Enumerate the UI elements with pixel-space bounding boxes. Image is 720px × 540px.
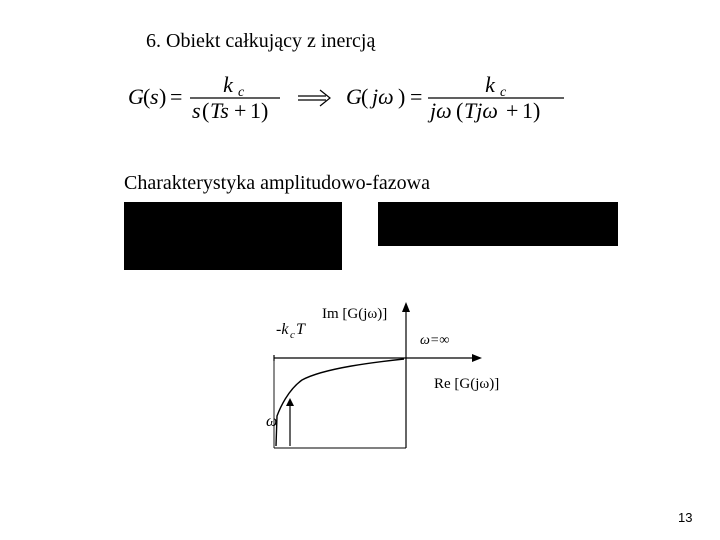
svg-text:jω: jω bbox=[369, 84, 394, 109]
section-title: 6. Obiekt całkujący z inercją bbox=[146, 30, 375, 53]
svg-text:): ) bbox=[398, 84, 405, 109]
svg-text:k: k bbox=[223, 72, 234, 97]
svg-text:1): 1) bbox=[522, 98, 540, 123]
svg-text:+: + bbox=[506, 98, 518, 123]
svg-text:=: = bbox=[410, 84, 422, 109]
svg-text:T: T bbox=[296, 321, 306, 338]
svg-text:+: + bbox=[234, 98, 246, 123]
svg-text:(: ( bbox=[202, 98, 209, 123]
subsection-title: Charakterystyka amplitudowo-fazowa bbox=[124, 172, 430, 195]
svg-text:G: G bbox=[346, 84, 362, 109]
redaction-box-1 bbox=[124, 202, 342, 270]
svg-text:ω=∞: ω=∞ bbox=[420, 333, 449, 348]
svg-text:(: ( bbox=[361, 84, 368, 109]
svg-text:s: s bbox=[192, 98, 201, 123]
svg-text:k: k bbox=[485, 72, 496, 97]
svg-text:-k: -k bbox=[276, 321, 289, 338]
svg-text:1): 1) bbox=[250, 98, 268, 123]
svg-text:): ) bbox=[159, 84, 166, 109]
svg-text:jω: jω bbox=[427, 98, 452, 123]
nyquist-chart: Im [G(jω)] Re [G(jω)] -kcTω=∞ ω bbox=[250, 294, 520, 474]
svg-text:Ts: Ts bbox=[210, 98, 229, 123]
page-number: 13 bbox=[678, 510, 692, 525]
svg-text:(: ( bbox=[456, 98, 463, 123]
svg-text:ω: ω bbox=[266, 413, 277, 430]
svg-text:G: G bbox=[128, 84, 144, 109]
svg-text:c: c bbox=[290, 329, 295, 341]
svg-text:s: s bbox=[150, 84, 159, 109]
svg-text:Tjω: Tjω bbox=[464, 98, 498, 123]
svg-text:Im [G(jω)]: Im [G(jω)] bbox=[322, 306, 387, 322]
redaction-box-2 bbox=[378, 202, 618, 246]
svg-text:=: = bbox=[170, 84, 182, 109]
transfer-function-formula: G ( s ) = k c s ( Ts + 1) G ( jω ) = k c… bbox=[128, 70, 568, 126]
svg-text:Re [G(jω)]: Re [G(jω)] bbox=[434, 376, 499, 392]
